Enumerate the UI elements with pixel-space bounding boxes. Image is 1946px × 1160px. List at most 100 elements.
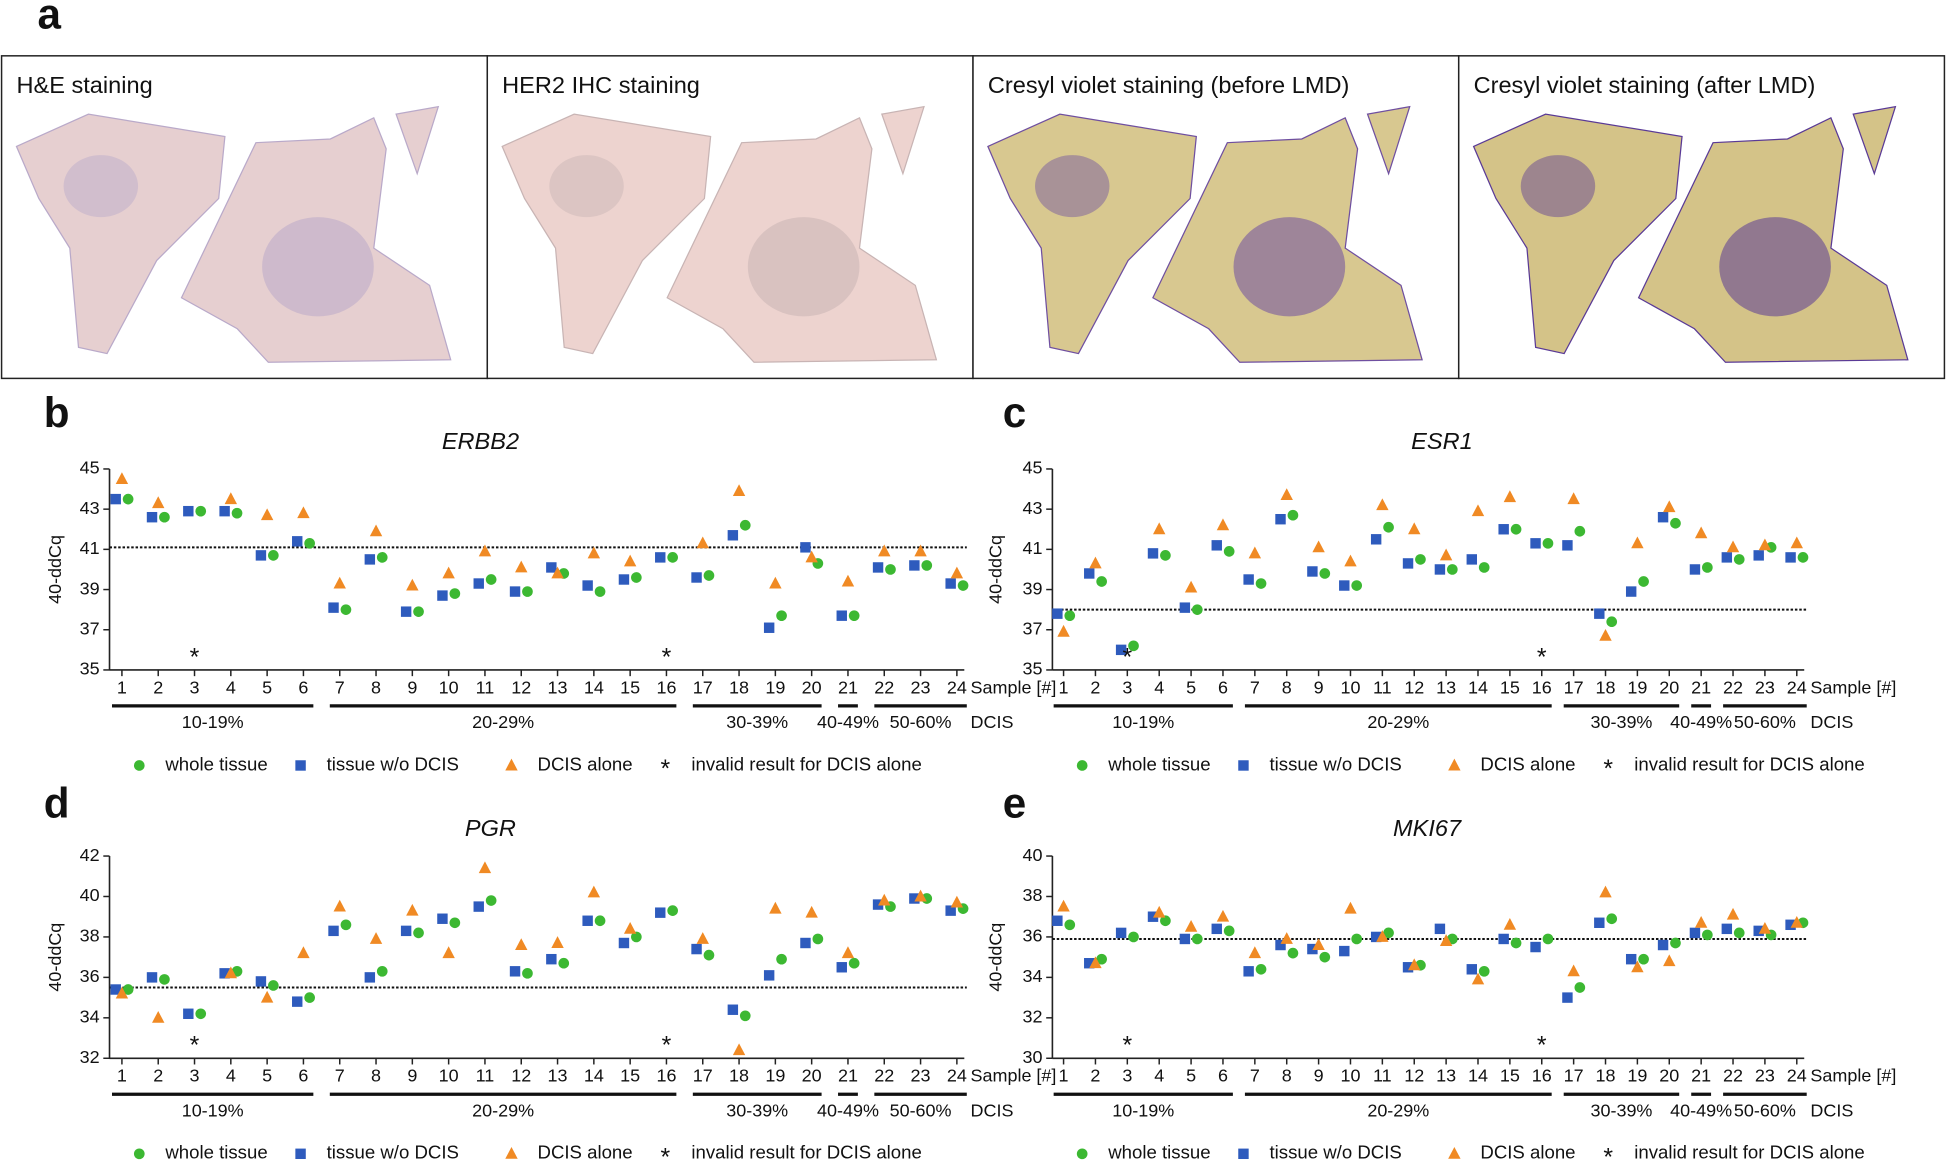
data-point: [152, 1010, 165, 1023]
legend-label: invalid result for DCIS alone: [691, 1142, 921, 1160]
y-tick-label: 40: [80, 885, 100, 905]
data-point: [267, 980, 279, 991]
group-title: DCIS: [1810, 712, 1853, 732]
data-point: [1726, 540, 1740, 553]
data-point: [1223, 925, 1235, 937]
x-tick-label: 16: [656, 677, 676, 697]
data-point: [1606, 913, 1618, 925]
data-point: [841, 946, 855, 959]
data-point: [727, 1004, 739, 1015]
y-tick-label: 37: [1022, 618, 1042, 638]
x-tick-label: 1: [1059, 677, 1069, 697]
data-point: [267, 550, 279, 561]
data-point: [1574, 982, 1586, 993]
panel-letter: a: [38, 0, 62, 38]
data-point: [1466, 964, 1478, 975]
data-point: [582, 915, 593, 926]
image-caption: Cresyl violet staining (before LMD): [988, 72, 1349, 98]
data-point: [224, 966, 238, 979]
data-point: [732, 1043, 746, 1056]
data-point: [696, 536, 709, 549]
x-tick-label: 2: [153, 1066, 163, 1086]
x-tick-label: 2: [1090, 1066, 1100, 1086]
data-point: [1785, 919, 1796, 931]
data-point: [776, 610, 787, 622]
data-point: [1191, 933, 1203, 945]
data-point: [413, 606, 424, 617]
data-point: [1160, 550, 1171, 561]
x-tick-label: 6: [1218, 677, 1228, 697]
data-point: [1248, 546, 1262, 559]
data-point: [1663, 954, 1676, 967]
data-point: [1307, 943, 1318, 955]
panel-letter: b: [44, 389, 70, 436]
data-point: [776, 953, 787, 965]
x-tick-label: 13: [1436, 1066, 1456, 1086]
group-label: 30-39%: [726, 712, 788, 732]
y-axis-label: 40-ddCq: [985, 535, 1005, 604]
x-axis-label: Sample [#]: [1810, 677, 1896, 697]
x-tick-label: 9: [407, 677, 417, 697]
panel-a: H&E staining HER2 IHC staining Cresyl viol…: [0, 55, 1946, 380]
data-point: [1503, 490, 1517, 503]
y-tick-label: 43: [80, 498, 100, 518]
data-point: [812, 933, 824, 945]
data-point: [1370, 931, 1382, 943]
x-tick-label: 8: [1282, 677, 1292, 697]
data-point: [582, 580, 593, 591]
data-point: [1255, 578, 1267, 589]
group-label: 10-19%: [1112, 1100, 1174, 1120]
data-point: [1184, 580, 1198, 593]
data-point: [159, 974, 170, 985]
data-point: [159, 511, 170, 523]
legend-marker: [133, 1148, 145, 1160]
data-point: [376, 552, 388, 563]
data-point: [587, 885, 601, 898]
y-tick-label: 39: [80, 578, 100, 598]
x-tick-label: 16: [1532, 1066, 1552, 1086]
x-tick-label: 23: [1755, 1066, 1775, 1086]
data-point: [1179, 933, 1191, 945]
data-point: [1797, 552, 1809, 563]
data-point: [442, 946, 455, 959]
data-point: [340, 919, 352, 931]
data-point: [1402, 558, 1414, 569]
group-label: 30-39%: [1590, 1100, 1652, 1120]
data-point: [1625, 953, 1637, 965]
y-tick-label: 40: [1022, 845, 1042, 865]
group-label: 40-49%: [1670, 1100, 1732, 1120]
legend-label: whole tissue: [1107, 1142, 1210, 1160]
y-tick-label: 35: [80, 659, 100, 679]
data-point: [522, 586, 533, 597]
data-point: [950, 566, 964, 579]
data-point: [909, 560, 920, 571]
data-point: [1478, 965, 1490, 977]
x-tick-label: 13: [548, 1066, 568, 1086]
data-point: [304, 537, 315, 549]
tissue-region: [747, 217, 860, 317]
data-point: [219, 505, 230, 517]
data-point: [1567, 964, 1580, 977]
data-point: [1287, 947, 1299, 959]
data-point: [1128, 640, 1139, 652]
data-point: [703, 949, 715, 961]
legend-marker: [1238, 760, 1249, 771]
x-tick-label: 23: [911, 1066, 931, 1086]
data-point: [1147, 548, 1159, 559]
data-point: [515, 560, 528, 573]
tissue-section: [501, 113, 712, 355]
data-point: [631, 572, 642, 583]
x-tick-label: 17: [693, 1066, 713, 1086]
invalid-flag: *: [662, 1033, 672, 1060]
data-point: [618, 937, 630, 949]
data-point: [1351, 933, 1363, 945]
x-tick-label: 13: [548, 677, 568, 697]
x-tick-label: 14: [584, 1066, 604, 1086]
data-point: [1657, 511, 1669, 523]
group-label: 10-19%: [182, 1100, 244, 1120]
x-tick-label: 18: [1596, 677, 1616, 697]
group-label: 50-60%: [1734, 1100, 1796, 1120]
data-point: [115, 472, 129, 484]
x-tick-label: 22: [874, 677, 894, 697]
data-point: [1370, 534, 1382, 545]
